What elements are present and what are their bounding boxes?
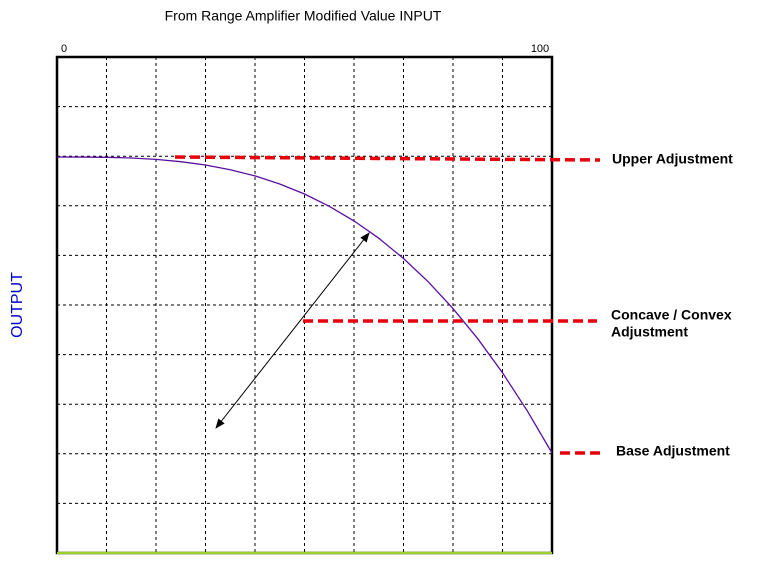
x-end-label: 100 (531, 43, 549, 55)
upper-label: Upper Adjustment (612, 151, 733, 167)
concave-label-1: Concave / Convex (611, 307, 732, 323)
x-start-label: 0 (61, 43, 67, 55)
grid (57, 57, 552, 553)
base-label: Base Adjustment (616, 443, 730, 459)
concave-label-2: Adjustment (611, 324, 688, 340)
curve (56, 156, 553, 454)
y-axis-label: OUTPUT (9, 272, 26, 338)
title: From Range Amplifier Modified Value INPU… (165, 8, 442, 24)
upper-dash (174, 155, 601, 162)
arrow (215, 232, 370, 429)
